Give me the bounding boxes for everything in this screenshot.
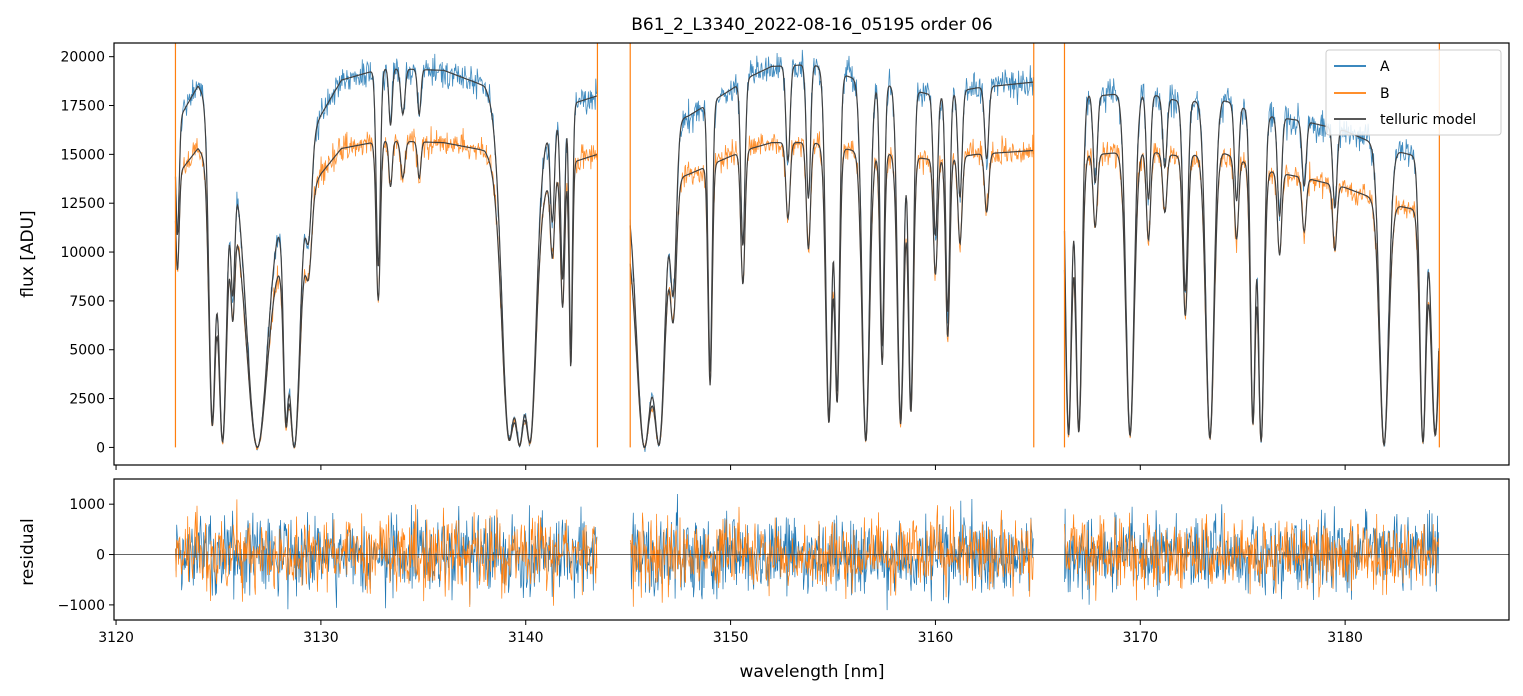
legend-label-model: telluric model	[1380, 112, 1476, 128]
x-tick-label: 3160	[918, 630, 954, 646]
flux-y-tick-label: 12500	[60, 196, 105, 212]
residual-b-line	[629, 505, 1034, 607]
legend-frame	[1325, 49, 1502, 136]
residual-panel-frame	[113, 478, 1510, 621]
flux-y-tick-label: 5000	[69, 343, 105, 359]
legend-label-b: B	[1380, 86, 1390, 102]
flux-y-tick-label: 7500	[69, 294, 105, 310]
model-b-line	[629, 142, 1034, 449]
residual-y-tick-label: 1000	[69, 497, 105, 513]
series-a-line	[629, 49, 1034, 452]
model-b-line	[174, 140, 598, 449]
flux-panel: 0 2500 5000 7500 10000 12500 15000 17500 20000 f…	[18, 42, 1510, 470]
chart-title: B61_2_L3340_2022-08-16_05195 order 06	[631, 15, 993, 35]
x-tick-label: 3170	[1122, 630, 1158, 646]
legend: A B telluric model	[1325, 49, 1502, 136]
flux-y-tick-label: 15000	[60, 147, 105, 163]
x-tick-label: 3130	[303, 630, 339, 646]
residual-y-tick-label: −1000	[58, 598, 105, 614]
flux-y-tick-label: 2500	[69, 392, 105, 408]
flux-y-tick-label: 17500	[60, 99, 105, 115]
model-a-line	[629, 64, 1034, 449]
x-tick-label: 3150	[713, 630, 749, 646]
x-axis-label: wavelength [nm]	[739, 662, 884, 682]
residual-b-line	[1064, 512, 1440, 601]
model-a-line	[174, 68, 598, 449]
flux-x-axis	[115, 465, 1346, 470]
residual-y-label: residual	[18, 518, 38, 585]
residual-y-axis: −1000 0 1000	[58, 497, 114, 614]
legend-label-a: A	[1380, 59, 1390, 75]
residual-x-axis: 3120 3130 3140 3150 3160 3170 3180	[98, 620, 1363, 646]
x-tick-label: 3120	[98, 630, 134, 646]
residual-b-line	[175, 499, 598, 608]
flux-panel-frame	[113, 42, 1510, 466]
flux-y-tick-label: 20000	[60, 50, 105, 66]
x-tick-label: 3140	[508, 630, 544, 646]
residual-plot-area	[114, 493, 1509, 611]
flux-y-tick-label: 0	[96, 440, 105, 456]
flux-y-label: flux [ADU]	[18, 210, 38, 297]
flux-y-axis: 0 2500 5000 7500 10000 12500 15000 17500 20000	[60, 50, 114, 456]
flux-y-tick-label: 10000	[60, 245, 105, 261]
model-b-line	[1063, 152, 1440, 448]
residual-y-tick-label: 0	[96, 548, 105, 564]
x-tick-label: 3180	[1327, 630, 1363, 646]
flux-plot-area	[174, 43, 1440, 452]
